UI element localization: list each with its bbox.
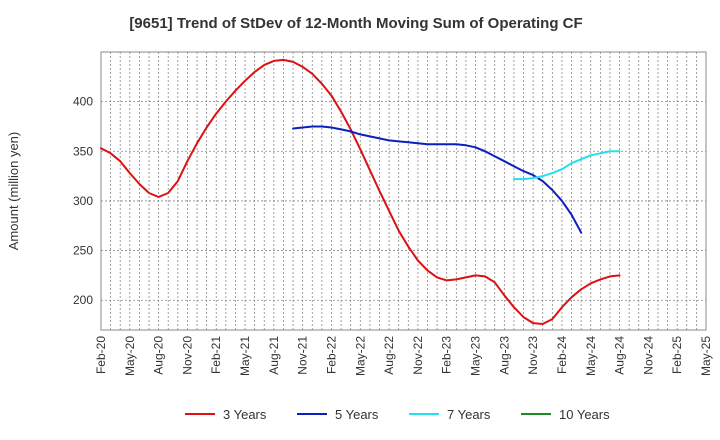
x-tick-label: May-24: [584, 336, 598, 376]
chart-title: [9651] Trend of StDev of 12-Month Moving…: [129, 15, 582, 32]
x-tick-label: Feb-25: [670, 336, 684, 374]
y-tick-label: 400: [73, 95, 93, 109]
plot-frame: [100, 51, 707, 331]
x-tick-label: Aug-21: [267, 336, 281, 375]
gridlines: [101, 52, 706, 330]
x-tick-label: May-20: [123, 336, 137, 376]
x-tick-label: May-23: [469, 336, 483, 376]
series-line-5-years: [292, 125, 583, 234]
x-axis-ticks: Feb-20 May-20 Aug-20 Nov-20 Feb-21 May-21 Aug-…: [94, 336, 713, 376]
legend-label-3-years: 3 Years: [223, 407, 267, 422]
x-tick-label: Aug-22: [382, 336, 396, 375]
x-tick-label: Nov-20: [180, 336, 194, 375]
x-tick-label: Feb-22: [324, 336, 338, 374]
x-tick-label: Aug-20: [152, 336, 166, 375]
y-tick-label: 300: [73, 194, 93, 208]
y-tick-label: 200: [73, 293, 93, 307]
legend-label-10-years: 10 Years: [559, 407, 610, 422]
x-tick-label: Aug-23: [497, 336, 511, 375]
x-tick-label: Feb-23: [440, 336, 454, 374]
x-tick-label: Nov-21: [296, 336, 310, 375]
series-lines: [100, 58, 621, 325]
x-tick-label: Feb-24: [555, 336, 569, 374]
legend: 3 Years 5 Years 7 Years 10 Years: [185, 407, 610, 422]
y-tick-label: 350: [73, 144, 93, 158]
series-line-7-years: [512, 150, 621, 181]
x-tick-label: Nov-23: [526, 336, 540, 375]
y-axis-ticks: 200 250 300 350 400: [73, 95, 93, 308]
legend-label-7-years: 7 Years: [447, 407, 491, 422]
x-tick-label: May-22: [353, 336, 367, 376]
x-tick-label: Feb-20: [94, 336, 108, 374]
x-tick-label: Aug-24: [613, 336, 627, 375]
x-tick-label: May-25: [699, 336, 713, 376]
y-axis-label: Amount (million yen): [6, 132, 21, 251]
y-tick-label: 250: [73, 244, 93, 258]
x-tick-label: Feb-21: [209, 336, 223, 374]
legend-label-5-years: 5 Years: [335, 407, 379, 422]
x-tick-label: May-21: [238, 336, 252, 376]
x-tick-label: Nov-22: [411, 336, 425, 375]
series-line-3-years: [100, 58, 621, 325]
x-tick-label: Nov-24: [641, 336, 655, 375]
